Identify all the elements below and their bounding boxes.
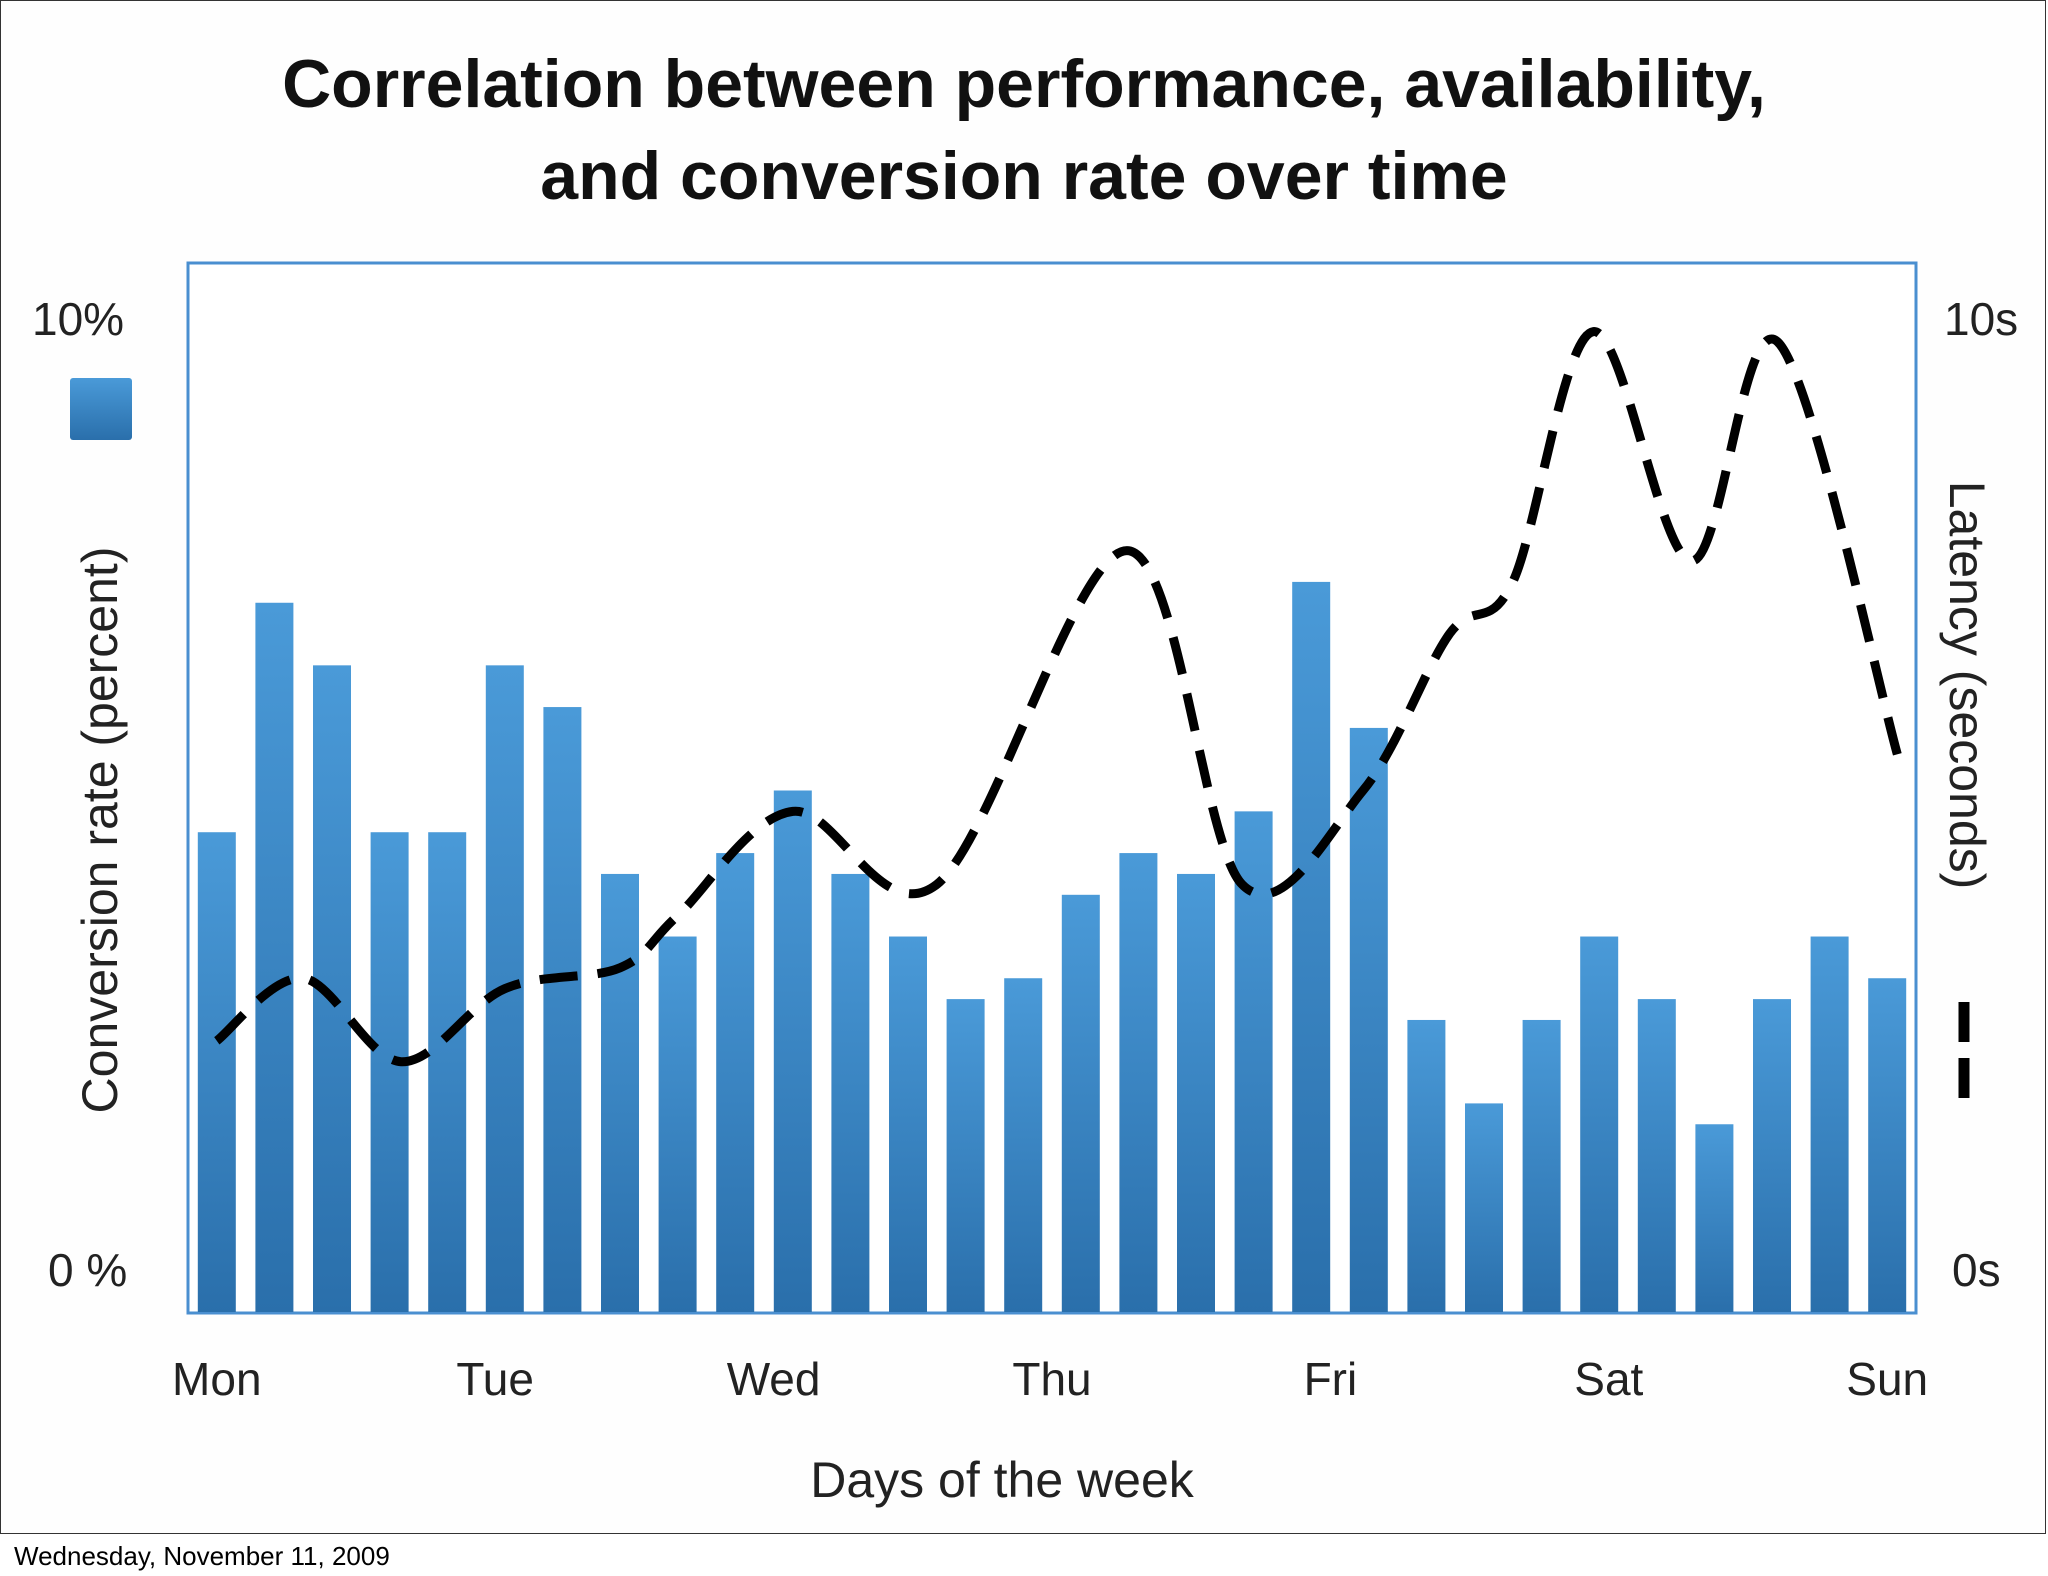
- y-axis-min-label: 0 %: [48, 1244, 127, 1296]
- bar-11: [773, 790, 812, 1312]
- x-axis-title: Days of the week: [810, 1452, 1195, 1508]
- bar-14: [946, 999, 985, 1312]
- bar-8: [601, 873, 639, 1312]
- y2-axis-title: Latency (seconds): [1939, 481, 1995, 890]
- chart-title: Correlation between performance, availab…: [0, 38, 2048, 222]
- chart-title-line-2: and conversion rate over time: [540, 138, 1508, 214]
- y-axis-max-label: 10%: [32, 293, 124, 345]
- bar-29: [1810, 936, 1849, 1312]
- y2-axis-min-label: 0s: [1952, 1244, 2001, 1296]
- bar-24: [1522, 1019, 1561, 1312]
- bar-13: [889, 936, 927, 1312]
- bar-15: [1004, 978, 1043, 1312]
- bar-22: [1407, 1019, 1446, 1312]
- bar-20: [1292, 581, 1331, 1312]
- x-tick-fri: Fri: [1304, 1353, 1358, 1405]
- x-tick-wed: Wed: [727, 1353, 821, 1405]
- bar-18: [1177, 873, 1215, 1312]
- bar-1: [197, 832, 236, 1312]
- chart-title-line-1: Correlation between performance, availab…: [282, 46, 1766, 122]
- bar-25: [1580, 936, 1619, 1312]
- bar-9: [658, 936, 697, 1312]
- footer-date: Wednesday, November 11, 2009: [14, 1541, 390, 1571]
- bar-series-conversion-rate: [197, 581, 1907, 1312]
- bar-4: [370, 832, 409, 1312]
- bar-16: [1061, 894, 1100, 1312]
- bar-26: [1637, 999, 1676, 1312]
- bar-21: [1349, 727, 1388, 1312]
- y2-axis-max-label: 10s: [1944, 293, 2018, 345]
- legend-bar-swatch: [70, 378, 132, 440]
- x-tick-thu: Thu: [1012, 1353, 1091, 1405]
- bar-2: [255, 602, 294, 1312]
- bar-27: [1695, 1124, 1734, 1312]
- latency-line: [213, 327, 1904, 1067]
- y-axis-title: Conversion rate (percent): [72, 547, 128, 1114]
- bar-30: [1868, 978, 1907, 1312]
- bar-12: [831, 873, 870, 1312]
- bar-7: [543, 707, 582, 1312]
- plot-area-frame: [186, 261, 1918, 1315]
- bar-17: [1119, 853, 1158, 1312]
- x-tick-mon: Mon: [172, 1353, 261, 1405]
- x-tick-sat: Sat: [1574, 1353, 1643, 1405]
- bar-10: [716, 853, 755, 1312]
- x-tick-sun: Sun: [1846, 1353, 1928, 1405]
- bar-23: [1465, 1103, 1503, 1312]
- x-tick-tue: Tue: [456, 1353, 534, 1405]
- bar-19: [1234, 811, 1273, 1312]
- bar-5: [428, 832, 467, 1312]
- x-axis-tick-labels: Mon Tue Wed Thu Fri Sat Sun: [172, 1353, 1928, 1405]
- bar-28: [1753, 999, 1791, 1312]
